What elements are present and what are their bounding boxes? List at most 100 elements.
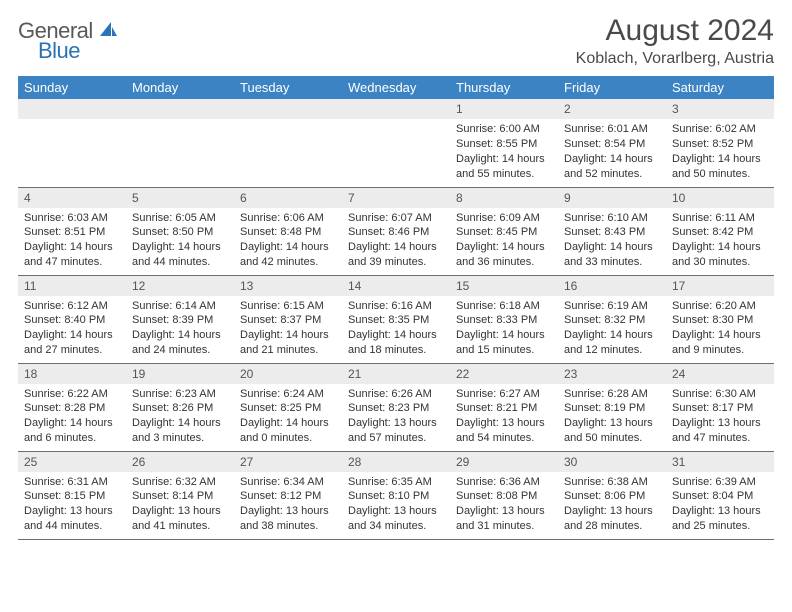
daylight-text-1: Daylight: 14 hours (132, 240, 228, 255)
calendar-day-cell (18, 99, 126, 187)
weekday-header: Saturday (666, 76, 774, 99)
day-number: 1 (450, 99, 558, 119)
calendar-day-cell: 9Sunrise: 6:10 AMSunset: 8:43 PMDaylight… (558, 187, 666, 275)
day-content: Sunrise: 6:09 AMSunset: 8:45 PMDaylight:… (450, 208, 558, 274)
sunrise-text: Sunrise: 6:15 AM (240, 299, 336, 314)
calendar-day-cell: 12Sunrise: 6:14 AMSunset: 8:39 PMDayligh… (126, 275, 234, 363)
daylight-text-1: Daylight: 14 hours (24, 416, 120, 431)
sunrise-text: Sunrise: 6:11 AM (672, 211, 768, 226)
day-number (126, 99, 234, 119)
day-number: 18 (18, 364, 126, 384)
sunrise-text: Sunrise: 6:36 AM (456, 475, 552, 490)
day-number (18, 99, 126, 119)
sunset-text: Sunset: 8:32 PM (564, 313, 660, 328)
daylight-text-1: Daylight: 13 hours (672, 504, 768, 519)
sunrise-text: Sunrise: 6:01 AM (564, 122, 660, 137)
day-number: 21 (342, 364, 450, 384)
calendar-day-cell: 31Sunrise: 6:39 AMSunset: 8:04 PMDayligh… (666, 451, 774, 539)
calendar-day-cell: 3Sunrise: 6:02 AMSunset: 8:52 PMDaylight… (666, 99, 774, 187)
sunset-text: Sunset: 8:30 PM (672, 313, 768, 328)
sunset-text: Sunset: 8:39 PM (132, 313, 228, 328)
daylight-text-1: Daylight: 14 hours (672, 328, 768, 343)
day-number: 3 (666, 99, 774, 119)
calendar-week-row: 4Sunrise: 6:03 AMSunset: 8:51 PMDaylight… (18, 187, 774, 275)
sunset-text: Sunset: 8:17 PM (672, 401, 768, 416)
daylight-text-1: Daylight: 14 hours (348, 240, 444, 255)
daylight-text-1: Daylight: 14 hours (564, 328, 660, 343)
daylight-text-2: and 50 minutes. (564, 431, 660, 446)
sunset-text: Sunset: 8:12 PM (240, 489, 336, 504)
day-number: 14 (342, 276, 450, 296)
daylight-text-1: Daylight: 14 hours (672, 152, 768, 167)
sunset-text: Sunset: 8:51 PM (24, 225, 120, 240)
daylight-text-2: and 34 minutes. (348, 519, 444, 534)
day-number: 23 (558, 364, 666, 384)
sunset-text: Sunset: 8:33 PM (456, 313, 552, 328)
weekday-header: Tuesday (234, 76, 342, 99)
calendar-day-cell: 25Sunrise: 6:31 AMSunset: 8:15 PMDayligh… (18, 451, 126, 539)
sunset-text: Sunset: 8:55 PM (456, 137, 552, 152)
day-content: Sunrise: 6:23 AMSunset: 8:26 PMDaylight:… (126, 384, 234, 450)
day-number: 5 (126, 188, 234, 208)
day-number: 22 (450, 364, 558, 384)
daylight-text-1: Daylight: 14 hours (564, 152, 660, 167)
day-content: Sunrise: 6:34 AMSunset: 8:12 PMDaylight:… (234, 472, 342, 538)
daylight-text-2: and 6 minutes. (24, 431, 120, 446)
daylight-text-1: Daylight: 14 hours (564, 240, 660, 255)
sunrise-text: Sunrise: 6:28 AM (564, 387, 660, 402)
day-number: 2 (558, 99, 666, 119)
day-number: 9 (558, 188, 666, 208)
sunrise-text: Sunrise: 6:31 AM (24, 475, 120, 490)
sunset-text: Sunset: 8:25 PM (240, 401, 336, 416)
daylight-text-2: and 57 minutes. (348, 431, 444, 446)
daylight-text-2: and 41 minutes. (132, 519, 228, 534)
daylight-text-1: Daylight: 13 hours (456, 504, 552, 519)
calendar-day-cell: 14Sunrise: 6:16 AMSunset: 8:35 PMDayligh… (342, 275, 450, 363)
daylight-text-2: and 28 minutes. (564, 519, 660, 534)
day-content: Sunrise: 6:36 AMSunset: 8:08 PMDaylight:… (450, 472, 558, 538)
sunset-text: Sunset: 8:14 PM (132, 489, 228, 504)
sunset-text: Sunset: 8:54 PM (564, 137, 660, 152)
sunset-text: Sunset: 8:26 PM (132, 401, 228, 416)
day-number: 28 (342, 452, 450, 472)
sunrise-text: Sunrise: 6:27 AM (456, 387, 552, 402)
calendar-day-cell: 27Sunrise: 6:34 AMSunset: 8:12 PMDayligh… (234, 451, 342, 539)
day-number: 31 (666, 452, 774, 472)
day-content: Sunrise: 6:35 AMSunset: 8:10 PMDaylight:… (342, 472, 450, 538)
calendar-head: Sunday Monday Tuesday Wednesday Thursday… (18, 76, 774, 99)
daylight-text-2: and 44 minutes. (24, 519, 120, 534)
day-number: 11 (18, 276, 126, 296)
page-header: General August 2024 Koblach, Vorarlberg,… (18, 14, 774, 68)
calendar-day-cell: 18Sunrise: 6:22 AMSunset: 8:28 PMDayligh… (18, 363, 126, 451)
sunset-text: Sunset: 8:43 PM (564, 225, 660, 240)
daylight-text-2: and 27 minutes. (24, 343, 120, 358)
weekday-row: Sunday Monday Tuesday Wednesday Thursday… (18, 76, 774, 99)
daylight-text-1: Daylight: 13 hours (348, 416, 444, 431)
daylight-text-2: and 21 minutes. (240, 343, 336, 358)
calendar-week-row: 1Sunrise: 6:00 AMSunset: 8:55 PMDaylight… (18, 99, 774, 187)
day-content: Sunrise: 6:07 AMSunset: 8:46 PMDaylight:… (342, 208, 450, 274)
sunset-text: Sunset: 8:28 PM (24, 401, 120, 416)
day-number: 4 (18, 188, 126, 208)
calendar-day-cell (342, 99, 450, 187)
daylight-text-2: and 12 minutes. (564, 343, 660, 358)
daylight-text-2: and 30 minutes. (672, 255, 768, 270)
day-content (234, 119, 342, 126)
sunset-text: Sunset: 8:08 PM (456, 489, 552, 504)
day-content: Sunrise: 6:39 AMSunset: 8:04 PMDaylight:… (666, 472, 774, 538)
sunset-text: Sunset: 8:21 PM (456, 401, 552, 416)
calendar-day-cell: 8Sunrise: 6:09 AMSunset: 8:45 PMDaylight… (450, 187, 558, 275)
calendar-day-cell: 17Sunrise: 6:20 AMSunset: 8:30 PMDayligh… (666, 275, 774, 363)
sunrise-text: Sunrise: 6:32 AM (132, 475, 228, 490)
calendar-day-cell: 6Sunrise: 6:06 AMSunset: 8:48 PMDaylight… (234, 187, 342, 275)
day-content: Sunrise: 6:22 AMSunset: 8:28 PMDaylight:… (18, 384, 126, 450)
day-content: Sunrise: 6:12 AMSunset: 8:40 PMDaylight:… (18, 296, 126, 362)
logo-blue-wrapper: Blue (38, 38, 80, 64)
daylight-text-1: Daylight: 14 hours (672, 240, 768, 255)
daylight-text-2: and 39 minutes. (348, 255, 444, 270)
day-number: 7 (342, 188, 450, 208)
title-month: August 2024 (576, 14, 774, 48)
day-content: Sunrise: 6:15 AMSunset: 8:37 PMDaylight:… (234, 296, 342, 362)
sunrise-text: Sunrise: 6:09 AM (456, 211, 552, 226)
daylight-text-2: and 24 minutes. (132, 343, 228, 358)
